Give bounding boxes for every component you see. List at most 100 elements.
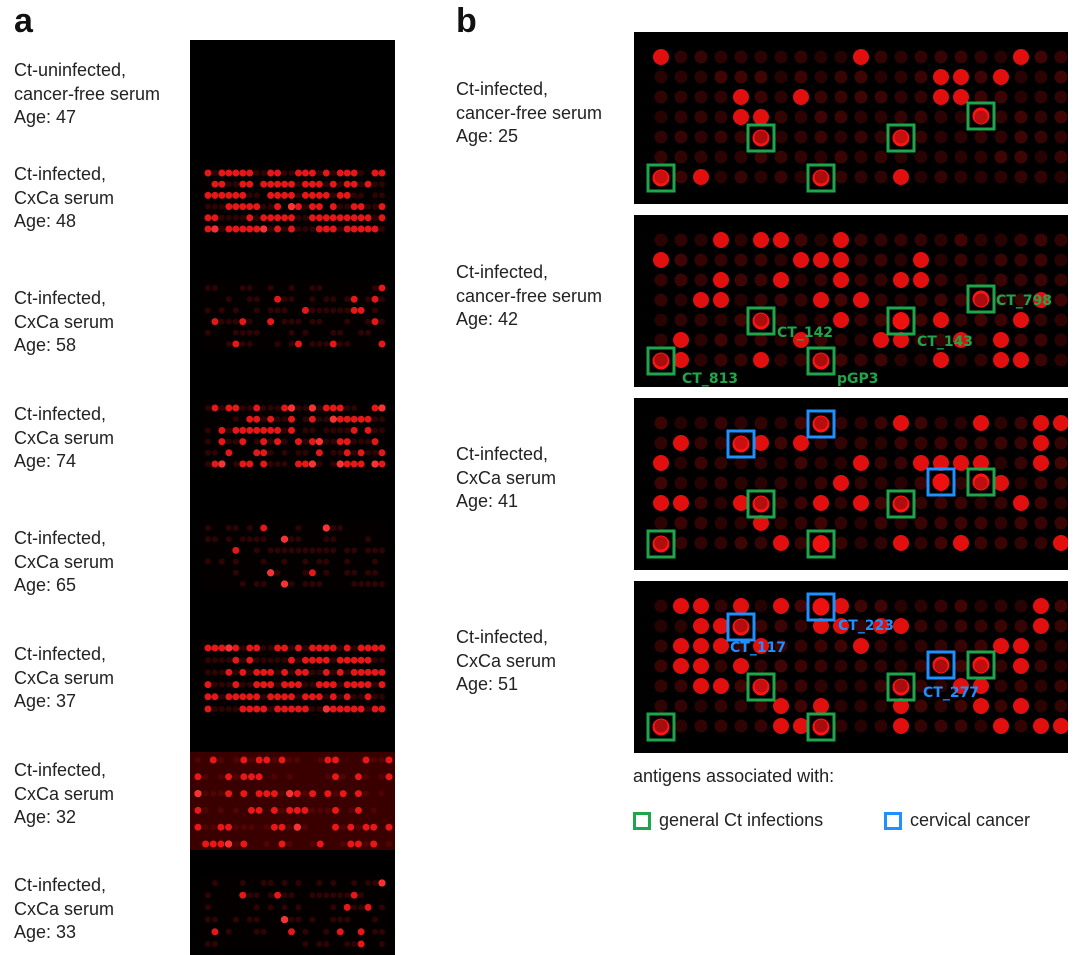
array-spot — [263, 756, 271, 764]
array-spot — [953, 678, 969, 694]
array-spot — [673, 598, 689, 614]
array-spot — [953, 332, 969, 348]
array-spot — [378, 284, 386, 292]
array-spot — [379, 547, 385, 554]
array-spot — [309, 916, 316, 923]
array-spot — [232, 169, 240, 177]
array-spot — [211, 191, 219, 199]
array-spot — [281, 438, 288, 445]
array-spot — [288, 681, 296, 689]
array-spot — [674, 273, 688, 287]
array-spot — [239, 438, 247, 446]
array-spot — [834, 639, 848, 653]
array-spot — [754, 599, 768, 613]
array-spot — [378, 340, 386, 348]
array-spot — [774, 253, 788, 267]
array-spot — [1054, 90, 1068, 104]
array-spot — [218, 681, 225, 688]
array-spot — [1014, 170, 1028, 184]
array-spot — [1054, 273, 1068, 287]
array-spot — [854, 659, 868, 673]
array-spot — [294, 644, 302, 652]
array-spot — [654, 679, 668, 693]
array-spot — [814, 659, 828, 673]
array-spot — [834, 333, 848, 347]
array-spot — [336, 415, 344, 423]
array-spot — [953, 455, 969, 471]
array-spot — [225, 840, 233, 848]
array-spot — [714, 699, 728, 713]
array-spot — [288, 285, 295, 291]
array-spot — [329, 404, 337, 412]
array-spot — [205, 405, 211, 411]
array-spot — [694, 476, 708, 490]
array-spot — [914, 436, 928, 450]
label-line: Age: 42 — [456, 309, 519, 329]
array-spot — [714, 170, 728, 184]
array-spot — [934, 659, 948, 673]
general-ct-box — [646, 529, 676, 559]
array-spot — [693, 638, 709, 654]
array-spot — [1054, 50, 1068, 64]
array-spot — [814, 719, 828, 733]
array-spot — [246, 705, 254, 713]
array-spot — [813, 252, 829, 268]
array-spot — [350, 180, 358, 188]
label-line: Ct-infected, — [14, 288, 107, 308]
array-spot — [267, 668, 275, 676]
array-spot — [239, 536, 246, 543]
general-ct-box — [886, 123, 916, 153]
array-spot — [260, 460, 268, 468]
array-spot — [316, 461, 323, 467]
array-spot — [350, 214, 358, 222]
array-svg — [205, 404, 386, 468]
array-spot — [351, 449, 358, 456]
array-spot — [260, 668, 268, 676]
label-line: CxCa serum — [14, 427, 115, 448]
array-spot — [994, 599, 1008, 613]
array-spot — [239, 341, 246, 347]
array-spot — [1033, 718, 1049, 734]
array-spot — [694, 50, 708, 64]
array-spot — [653, 455, 669, 471]
array-spot — [894, 253, 908, 267]
array-spot — [225, 214, 232, 221]
array-spot — [316, 318, 323, 325]
array-spot — [240, 840, 248, 848]
array-spot — [379, 192, 385, 199]
array-spot — [972, 473, 990, 491]
array-spot — [267, 203, 274, 210]
array-spot — [337, 525, 344, 531]
array-spot — [814, 313, 828, 327]
array-spot — [1033, 415, 1049, 431]
array-spot — [357, 460, 365, 468]
label-line: Age: 51 — [456, 674, 519, 694]
array-spot — [674, 476, 688, 490]
array-spot — [974, 599, 988, 613]
array-spot — [246, 214, 254, 222]
array-spot — [794, 536, 808, 550]
array-spot — [854, 170, 868, 184]
array-spot — [286, 824, 293, 831]
array-spot — [239, 169, 247, 177]
array-spot — [302, 214, 309, 221]
array-spot — [344, 558, 351, 565]
array-spot — [974, 516, 988, 530]
array-spot — [246, 405, 253, 411]
array-spot — [371, 644, 379, 652]
array-spot — [732, 435, 750, 453]
array-spot — [654, 90, 668, 104]
array-spot — [833, 232, 849, 248]
panel-b-blot-2: CT_798 CT_142 CT_143 CT_813 pGP3 — [634, 215, 1068, 387]
array-spot — [914, 353, 928, 367]
array-spot — [893, 698, 909, 714]
array-spot — [833, 618, 849, 634]
array-spot — [914, 416, 928, 430]
array-spot — [246, 669, 253, 676]
array-spot — [302, 405, 309, 411]
array-spot — [274, 657, 281, 664]
array-image — [200, 520, 388, 590]
array-spot — [204, 169, 212, 177]
array-spot — [973, 415, 989, 431]
array-spot — [773, 272, 789, 288]
